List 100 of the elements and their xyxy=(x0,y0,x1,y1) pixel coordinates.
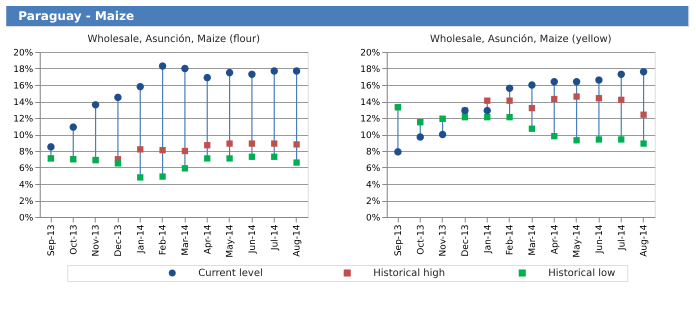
point xyxy=(573,137,580,144)
point xyxy=(270,67,278,75)
point xyxy=(248,70,256,78)
y-tick-label: 16% xyxy=(13,82,34,92)
point xyxy=(182,148,188,154)
point xyxy=(618,96,624,104)
x-tick-label: Nov-13 xyxy=(438,224,449,257)
x-tick-label: Jan-14 xyxy=(136,224,146,254)
x-tick-label: Jan-14 xyxy=(483,224,494,254)
point xyxy=(226,155,233,162)
point xyxy=(618,136,624,143)
point xyxy=(182,165,188,172)
y-tick-label: 4% xyxy=(366,180,381,190)
x-tick-label: Mar-14 xyxy=(180,224,191,256)
point xyxy=(114,94,122,102)
x-tick-label: May-14 xyxy=(572,224,583,258)
point xyxy=(136,82,144,90)
x-tick-label: Jun-14 xyxy=(248,224,258,254)
point xyxy=(484,98,490,104)
point xyxy=(248,140,256,147)
x-tick-label: Dec-13 xyxy=(114,224,124,257)
legend-label: Current level xyxy=(198,268,263,279)
point xyxy=(438,130,446,138)
point xyxy=(394,148,402,156)
x-tick-label: Feb-14 xyxy=(158,224,169,256)
y-tick-label: 10% xyxy=(13,131,34,141)
y-tick-label: 20% xyxy=(360,48,381,58)
x-tick-label: Sep-13 xyxy=(46,224,57,256)
x-tick-label: Sep-13 xyxy=(394,224,404,256)
y-tick-label: 12% xyxy=(13,114,34,124)
point xyxy=(248,154,256,160)
point xyxy=(226,140,233,147)
y-tick-label: 0% xyxy=(366,214,381,224)
x-tick-label: Oct-13 xyxy=(69,224,80,255)
x-tick-label: Aug-14 xyxy=(640,224,650,257)
point xyxy=(595,76,603,84)
y-tick-label: 12% xyxy=(360,114,381,124)
point xyxy=(506,98,513,104)
point xyxy=(640,68,648,76)
y-tick-label: 8% xyxy=(366,148,381,158)
x-tick-label: Jul-14 xyxy=(617,224,628,252)
y-tick-label: 2% xyxy=(366,197,381,207)
legend-label: Historical high xyxy=(373,268,446,279)
point xyxy=(551,96,558,102)
legend-label: Historical low xyxy=(548,268,616,279)
point xyxy=(528,126,536,132)
point xyxy=(618,70,625,78)
point xyxy=(462,114,468,120)
point xyxy=(596,95,602,102)
point xyxy=(550,78,558,86)
point xyxy=(271,140,278,147)
point xyxy=(70,123,77,131)
point xyxy=(551,132,558,140)
point xyxy=(292,67,300,75)
x-tick-label: Apr-14 xyxy=(203,224,214,254)
y-tick-label: 0% xyxy=(18,214,34,224)
point xyxy=(640,112,647,118)
point xyxy=(137,174,144,181)
point xyxy=(506,84,514,92)
point xyxy=(506,114,513,120)
y-tick-label: 6% xyxy=(18,164,34,174)
chart-subtitle: Wholesale, Asunción, Maize (yellow) xyxy=(430,34,612,45)
point xyxy=(159,173,166,180)
y-tick-label: 14% xyxy=(13,98,34,108)
x-tick-label: Nov-13 xyxy=(92,224,102,257)
point xyxy=(159,147,166,154)
x-tick-label: Jul-14 xyxy=(270,224,280,252)
y-tick-label: 4% xyxy=(18,180,34,190)
point xyxy=(92,101,100,108)
point xyxy=(181,64,189,72)
point xyxy=(596,136,602,143)
point xyxy=(528,104,536,112)
point xyxy=(640,140,647,147)
point xyxy=(47,143,55,151)
point xyxy=(226,68,234,76)
chart-subtitle: Wholesale, Asunción, Maize (flour) xyxy=(88,34,260,45)
y-tick-label: 10% xyxy=(360,131,381,141)
y-tick-label: 18% xyxy=(13,65,34,75)
x-tick-label: Feb-14 xyxy=(506,224,516,256)
point xyxy=(484,106,491,114)
point xyxy=(293,141,300,148)
x-tick-label: Jun-14 xyxy=(594,224,605,254)
point xyxy=(204,74,211,82)
point xyxy=(573,93,580,100)
y-tick-label: 14% xyxy=(360,98,381,108)
x-tick-label: Oct-13 xyxy=(416,224,426,255)
y-tick-label: 20% xyxy=(13,48,34,58)
point xyxy=(204,142,210,148)
x-tick-label: Apr-14 xyxy=(550,224,560,254)
point xyxy=(114,160,122,167)
point xyxy=(484,114,490,120)
y-tick-label: 16% xyxy=(360,82,381,92)
x-tick-label: May-14 xyxy=(226,224,236,258)
x-tick-label: Mar-14 xyxy=(528,224,538,256)
point xyxy=(158,62,166,70)
y-tick-label: 18% xyxy=(360,65,381,75)
chart-title: Paraguay - Maize xyxy=(18,9,134,23)
point xyxy=(416,133,424,141)
point xyxy=(271,154,278,160)
point xyxy=(204,155,210,162)
